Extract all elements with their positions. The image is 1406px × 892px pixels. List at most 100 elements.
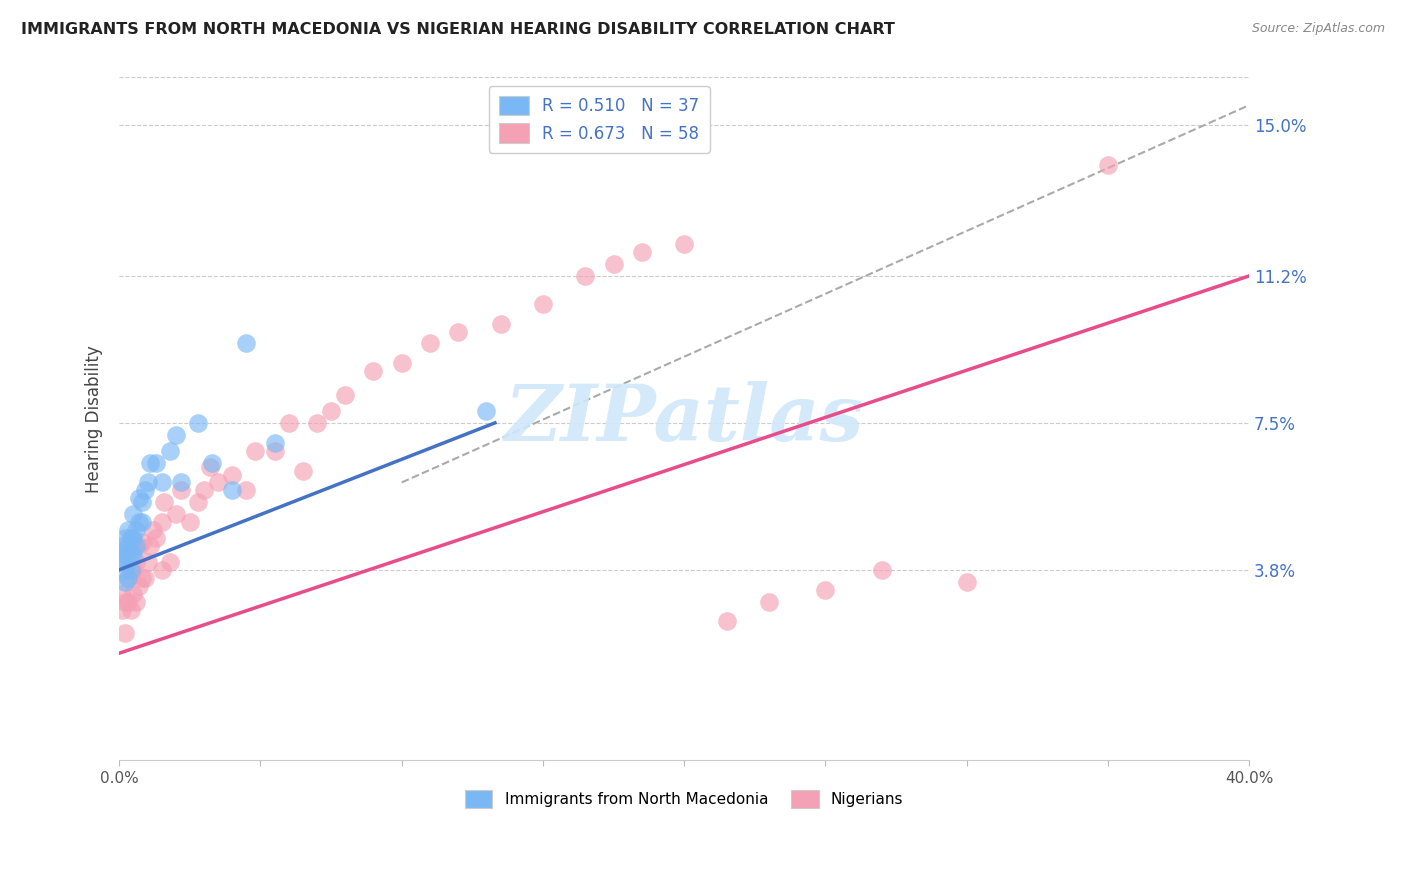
Point: [128, 515, 150, 529]
Point: [150, 563, 173, 577]
Point: [221, 483, 243, 498]
Point: [139, 456, 162, 470]
Point: [159, 443, 181, 458]
Point: [145, 456, 167, 470]
Point: [128, 491, 150, 506]
Point: [111, 539, 134, 553]
Point: [305, 416, 328, 430]
Point: [122, 531, 145, 545]
Point: [117, 539, 139, 553]
Legend: Immigrants from North Macedonia, Nigerians: Immigrants from North Macedonia, Nigeria…: [458, 784, 910, 814]
Point: [187, 416, 209, 430]
Point: [1097, 158, 1119, 172]
Point: [198, 459, 221, 474]
Point: [114, 531, 136, 545]
Point: [363, 364, 385, 378]
Point: [117, 571, 139, 585]
Point: [201, 456, 224, 470]
Point: [235, 483, 257, 498]
Point: [335, 388, 357, 402]
Point: [120, 547, 142, 561]
Point: [391, 356, 413, 370]
Point: [131, 535, 153, 549]
Point: [673, 237, 696, 252]
Text: IMMIGRANTS FROM NORTH MACEDONIA VS NIGERIAN HEARING DISABILITY CORRELATION CHART: IMMIGRANTS FROM NORTH MACEDONIA VS NIGER…: [21, 22, 896, 37]
Point: [125, 594, 148, 608]
Point: [170, 475, 193, 490]
Point: [117, 555, 139, 569]
Point: [630, 245, 652, 260]
Point: [814, 582, 837, 597]
Point: [131, 515, 153, 529]
Point: [114, 626, 136, 640]
Point: [489, 317, 512, 331]
Point: [122, 547, 145, 561]
Point: [758, 594, 780, 608]
Point: [114, 547, 136, 561]
Point: [955, 574, 977, 589]
Point: [291, 463, 314, 477]
Point: [602, 257, 624, 271]
Point: [136, 555, 159, 569]
Point: [187, 495, 209, 509]
Point: [114, 563, 136, 577]
Point: [243, 443, 266, 458]
Point: [125, 523, 148, 537]
Point: [221, 467, 243, 482]
Point: [122, 563, 145, 577]
Point: [574, 268, 596, 283]
Point: [419, 336, 441, 351]
Point: [117, 571, 139, 585]
Text: ZIPatlas: ZIPatlas: [505, 381, 863, 458]
Y-axis label: Hearing Disability: Hearing Disability: [86, 345, 103, 492]
Point: [179, 515, 201, 529]
Point: [134, 483, 156, 498]
Point: [150, 515, 173, 529]
Point: [111, 586, 134, 600]
Point: [120, 602, 142, 616]
Point: [111, 547, 134, 561]
Point: [165, 427, 187, 442]
Point: [111, 602, 134, 616]
Point: [120, 563, 142, 577]
Point: [114, 574, 136, 589]
Point: [716, 615, 738, 629]
Point: [263, 443, 285, 458]
Point: [125, 539, 148, 553]
Point: [170, 483, 193, 498]
Point: [122, 539, 145, 553]
Point: [142, 523, 165, 537]
Point: [125, 555, 148, 569]
Point: [319, 404, 342, 418]
Point: [131, 495, 153, 509]
Point: [870, 563, 893, 577]
Point: [263, 435, 285, 450]
Point: [117, 594, 139, 608]
Text: Source: ZipAtlas.com: Source: ZipAtlas.com: [1251, 22, 1385, 36]
Point: [111, 555, 134, 569]
Point: [159, 555, 181, 569]
Point: [114, 594, 136, 608]
Point: [475, 404, 498, 418]
Point: [136, 475, 159, 490]
Point: [207, 475, 229, 490]
Point: [145, 531, 167, 545]
Point: [150, 475, 173, 490]
Point: [131, 571, 153, 585]
Point: [235, 336, 257, 351]
Point: [122, 507, 145, 521]
Point: [117, 523, 139, 537]
Point: [447, 325, 470, 339]
Point: [134, 571, 156, 585]
Point: [122, 586, 145, 600]
Point: [193, 483, 215, 498]
Point: [128, 579, 150, 593]
Point: [165, 507, 187, 521]
Point: [277, 416, 299, 430]
Point: [120, 563, 142, 577]
Point: [120, 531, 142, 545]
Point: [153, 495, 176, 509]
Point: [531, 297, 554, 311]
Point: [139, 539, 162, 553]
Point: [128, 539, 150, 553]
